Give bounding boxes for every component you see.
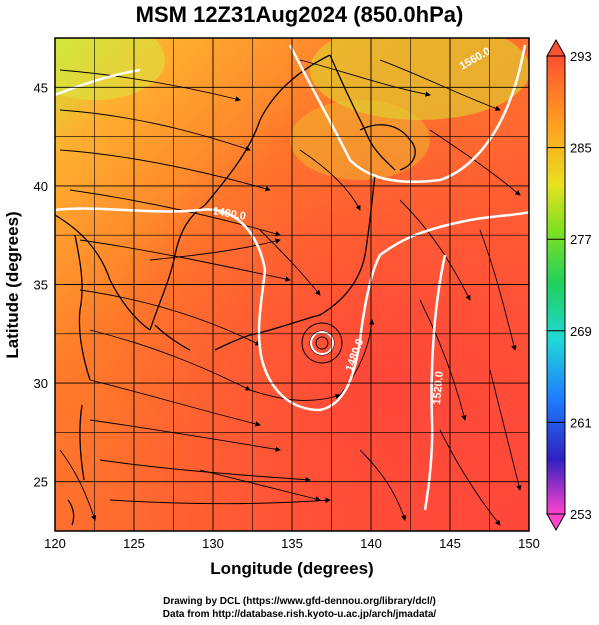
y-tick-label: 40 xyxy=(34,179,48,194)
contour-label-3: 1520.0 xyxy=(431,371,446,406)
temperature-field: 1480.0 1480.0 1520.0 1560.0 xyxy=(55,38,529,531)
contour-label-1: 1480.0 xyxy=(211,205,246,223)
x-tick-label: 150 xyxy=(518,536,540,551)
figure-title: MSM 12Z31Aug2024 (850.0hPa) xyxy=(135,2,464,27)
x-tick-label: 120 xyxy=(44,536,66,551)
colorbar-tick-label: 277 xyxy=(570,232,592,247)
colorbar-ticks: 293 285 277 269 261 253 xyxy=(547,49,592,522)
height-contours xyxy=(55,44,529,511)
colorbar-tick-label: 261 xyxy=(570,415,592,430)
y-tick-label: 45 xyxy=(34,80,48,95)
y-tick-label: 25 xyxy=(34,475,48,490)
plot-frame xyxy=(54,37,530,532)
colorbar-tick-label: 253 xyxy=(570,507,592,522)
credit-data-source: Data from http://database.rish.kyoto-u.a… xyxy=(162,609,437,620)
y-axis-label: Latitude (degrees) xyxy=(3,211,22,358)
colorbar-top-arrow xyxy=(546,38,566,57)
x-axis-label: Longitude (degrees) xyxy=(210,559,373,578)
x-tick-label: 145 xyxy=(439,536,461,551)
colorbar: 293 285 277 269 261 253 xyxy=(546,38,592,532)
typhoon-vortex xyxy=(301,322,343,364)
x-tick-label: 140 xyxy=(360,536,382,551)
x-tick-label: 135 xyxy=(281,536,303,551)
credit-dcl: Drawing by DCL (https://www.gfd-dennou.o… xyxy=(163,596,436,607)
y-axis-ticks: 25 30 35 40 45 xyxy=(34,80,48,489)
colorbar-bottom-arrow xyxy=(546,513,566,532)
colorbar-tick-label: 293 xyxy=(570,49,592,64)
colorbar-tick-label: 285 xyxy=(570,141,592,156)
colorbar-tick-label: 269 xyxy=(570,324,592,339)
y-tick-label: 30 xyxy=(34,376,48,391)
x-tick-label: 125 xyxy=(123,536,145,551)
y-tick-label: 35 xyxy=(34,278,48,293)
x-axis-ticks: 120 125 130 135 140 145 150 xyxy=(44,536,540,551)
x-tick-label: 130 xyxy=(202,536,224,551)
colorbar-gradient xyxy=(546,55,566,515)
